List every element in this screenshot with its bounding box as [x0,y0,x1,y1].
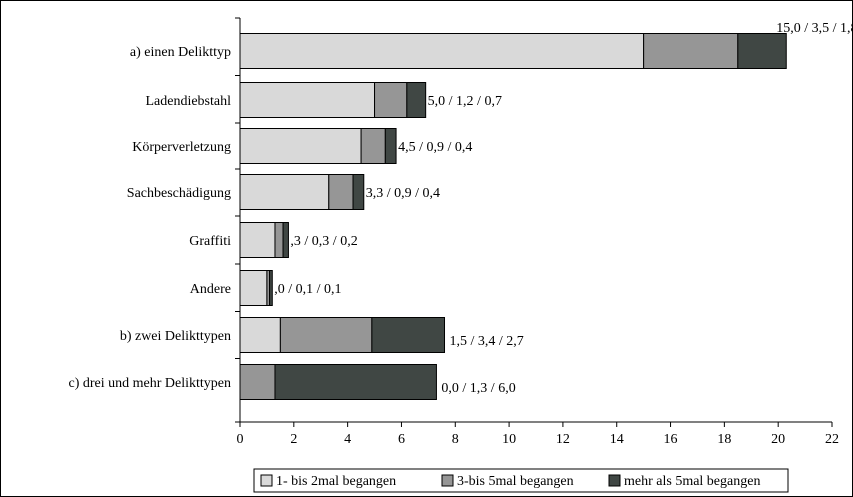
category-label: Körperverletzung [132,140,231,155]
data-label: 15,0 / 3,5 / 1,8 [776,21,853,36]
bar-segment-series-1 [239,174,330,210]
legend: 1- bis 2mal begangen 3-bis 5mal begangen m… [253,468,789,493]
bar-segment-series-2 [643,33,739,69]
data-label: 1,5 / 3,4 / 2,7 [450,334,524,349]
bar-segment-series-3 [269,270,273,306]
data-label: 5,0 / 1,2 / 0,7 [428,94,502,109]
x-tick-label: 2 [290,432,297,447]
bar-segment-series-1 [239,128,362,164]
legend-swatch [260,474,273,487]
legend-swatch [441,474,454,487]
bar-segment-series-3 [737,33,787,69]
legend-label: mehr als 5mal begangen [624,474,760,489]
bars [239,33,787,400]
data-label: 0,0 / 1,3 / 6,0 [441,381,515,396]
bar-segment-series-1 [239,222,276,258]
legend-label: 3-bis 5mal begangen [457,474,574,489]
bar-segment-series-1 [239,82,376,118]
x-tick-label: 22 [825,432,839,447]
x-tick-label: 8 [452,432,459,447]
x-tick-label: 6 [398,432,405,447]
legend-box [253,468,789,493]
category-label: Sachbeschädigung [127,186,231,201]
x-tick-label: 20 [771,432,785,447]
data-label: ,3 / 0,3 / 0,2 [290,234,357,249]
category-label: a) einen Delikttyp [130,45,231,60]
data-label: 4,5 / 0,9 / 0,4 [398,140,472,155]
x-tick-label: 18 [717,432,731,447]
category-label: Graffiti [189,234,231,249]
bar-segment-series-1 [239,270,268,306]
legend-swatch [608,474,621,487]
bar-segment-series-3 [371,317,446,353]
x-tick-label: 0 [237,432,244,447]
bar-segment-series-3 [406,82,427,118]
bar-segment-series-2 [374,82,408,118]
bar-segment-series-1 [239,317,281,353]
bar-segment-series-3 [282,222,289,258]
x-tick-label: 14 [610,432,624,447]
bar-segment-series-2 [279,317,373,353]
legend-label: 1- bis 2mal begangen [276,474,396,489]
data-label: 3,3 / 0,9 / 0,4 [366,186,440,201]
data-label: ,0 / 0,1 / 0,1 [274,282,341,297]
axes: 0 2 4 6 8 10 12 14 16 18 20 22 [235,17,839,447]
category-label: Ladendiebstahl [145,94,231,109]
category-labels: a) einen Delikttyp Ladendiebstahl Körperve… [68,45,231,391]
x-tick-label: 10 [502,432,516,447]
bar-segment-series-2 [274,222,284,258]
category-label: c) drei und mehr Delikttypen [68,376,231,391]
x-tick-label: 4 [344,432,351,447]
bar-segment-series-2 [328,174,354,210]
category-label: Andere [190,282,231,297]
data-labels: 15,0 / 3,5 / 1,8 5,0 / 1,2 / 0,7 4,5 / 0,9… [274,21,853,396]
bar-segment-series-3 [384,128,397,164]
bar-segment-series-3 [352,174,365,210]
bar-segment-series-1 [239,33,645,69]
x-tick-label: 12 [556,432,570,447]
bar-segment-series-3 [274,364,437,400]
bar-segment-series-2 [239,364,276,400]
bar-segment-series-2 [360,128,386,164]
x-tick-label: 16 [664,432,678,447]
category-label: b) zwei Delikttypen [120,329,231,344]
